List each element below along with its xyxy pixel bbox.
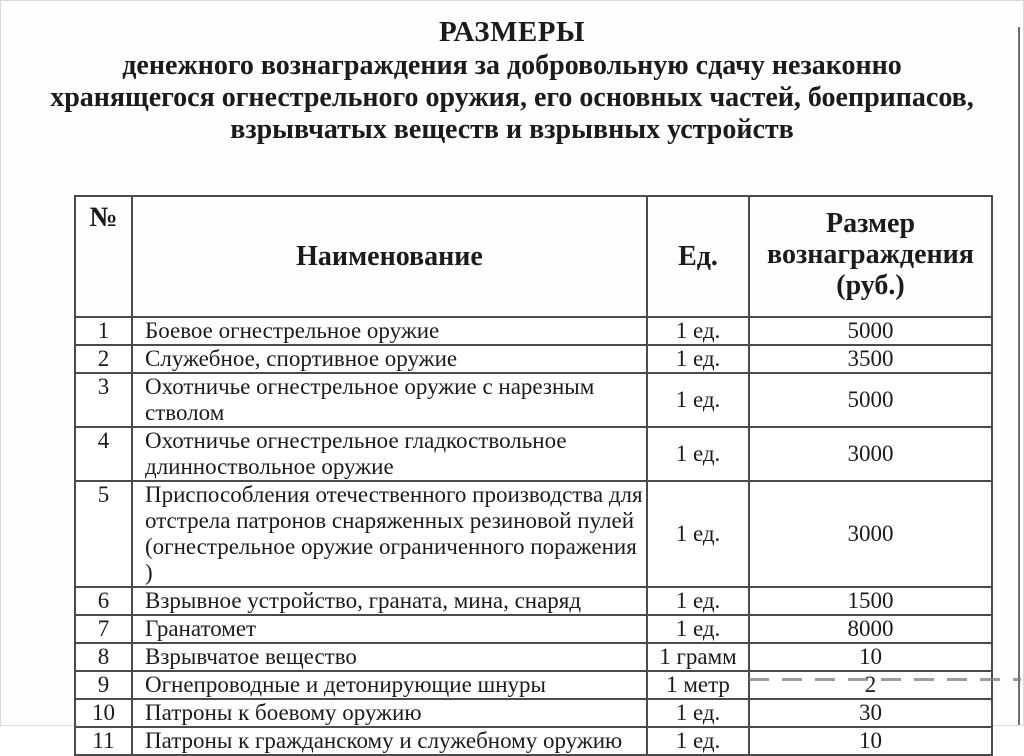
- cell-amount: 1500: [748, 586, 993, 616]
- cell-name: Гранатомет: [131, 614, 648, 644]
- cell-num: 5: [74, 480, 133, 588]
- cell-num: 9: [74, 670, 133, 700]
- table-row: 4 Охотничье огнестрельное гладкоствольное…: [74, 426, 993, 482]
- cell-unit: 1 ед.: [646, 586, 750, 616]
- column-header-num: №: [74, 195, 133, 318]
- cell-amount: 5000: [748, 372, 993, 428]
- cell-unit: 1 ед.: [646, 726, 750, 756]
- table-row: 6 Взрывное устройство, граната, мина, сна…: [74, 586, 993, 616]
- table-row: 3 Охотничье огнестрельное оружие с нарезн…: [74, 372, 993, 428]
- cell-name: Патроны к гражданскому и служебному оруж…: [131, 726, 648, 756]
- cell-unit: 1 ед.: [646, 426, 750, 482]
- table-row: 8 Взрывчатое вещество 1 грамм 10: [74, 642, 993, 672]
- reward-table: № Наименование Ед. Размер вознаграждения…: [74, 195, 993, 756]
- table-row: 9 Огнепроводные и детонирующие шнуры 1 мет…: [74, 670, 993, 700]
- cell-unit: 1 ед.: [646, 372, 750, 428]
- cell-amount: 30: [748, 698, 993, 728]
- column-header-amount: Размер вознаграждения (руб.): [748, 195, 993, 318]
- document-subtitle: денежного вознаграждения за добровольную…: [50, 50, 974, 145]
- cell-name: Охотничье огнестрельное гладкоствольное …: [131, 426, 648, 482]
- cell-num: 2: [74, 344, 133, 374]
- cell-unit: 1 ед.: [646, 698, 750, 728]
- cell-amount: 10: [748, 642, 993, 672]
- cell-unit: 1 ед.: [646, 614, 750, 644]
- cell-name: Взрывчатое вещество: [131, 642, 648, 672]
- cell-amount: 3000: [748, 480, 993, 588]
- cell-name: Охотничье огнестрельное оружие с нарезны…: [131, 372, 648, 428]
- cell-name: Огнепроводные и детонирующие шнуры: [131, 670, 648, 700]
- table-row: 1 Боевое огнестрельное оружие 1 ед. 5000: [74, 316, 993, 346]
- table-header-row: № Наименование Ед. Размер вознаграждения…: [74, 195, 993, 318]
- cell-num: 11: [74, 726, 133, 756]
- cell-num: 4: [74, 426, 133, 482]
- cell-name: Взрывное устройство, граната, мина, снар…: [131, 586, 648, 616]
- cell-amount: 2: [748, 670, 993, 700]
- cell-name: Боевое огнестрельное оружие: [131, 316, 648, 346]
- scan-edge-artifact: [1018, 27, 1020, 725]
- cell-amount: 5000: [748, 316, 993, 346]
- column-header-unit: Ед.: [646, 195, 750, 318]
- cell-num: 10: [74, 698, 133, 728]
- cell-num: 8: [74, 642, 133, 672]
- cell-num: 6: [74, 586, 133, 616]
- table-row: 11 Патроны к гражданскому и служебному ор…: [74, 726, 993, 756]
- table-row: 5 Приспособления отечественного производс…: [74, 480, 993, 588]
- cell-name: Приспособления отечественного производст…: [131, 480, 648, 588]
- cell-unit: 1 метр: [646, 670, 750, 700]
- cell-unit: 1 грамм: [646, 642, 750, 672]
- table-row: 7 Гранатомет 1 ед. 8000: [74, 614, 993, 644]
- cell-unit: 1 ед.: [646, 316, 750, 346]
- cell-amount: 10: [748, 726, 993, 756]
- cell-num: 7: [74, 614, 133, 644]
- document-title: РАЗМЕРЫ: [439, 16, 585, 48]
- scan-dashed-line-artifact: [749, 678, 1021, 681]
- table-row: 10 Патроны к боевому оружию 1 ед. 30: [74, 698, 993, 728]
- cell-name: Служебное, спортивное оружие: [131, 344, 648, 374]
- cell-name: Патроны к боевому оружию: [131, 698, 648, 728]
- cell-num: 1: [74, 316, 133, 346]
- table-row: 2 Служебное, спортивное оружие 1 ед. 3500: [74, 344, 993, 374]
- cell-amount: 3000: [748, 426, 993, 482]
- cell-num: 3: [74, 372, 133, 428]
- cell-amount: 3500: [748, 344, 993, 374]
- column-header-name: Наименование: [131, 195, 648, 318]
- cell-unit: 1 ед.: [646, 480, 750, 588]
- cell-unit: 1 ед.: [646, 344, 750, 374]
- cell-amount: 8000: [748, 614, 993, 644]
